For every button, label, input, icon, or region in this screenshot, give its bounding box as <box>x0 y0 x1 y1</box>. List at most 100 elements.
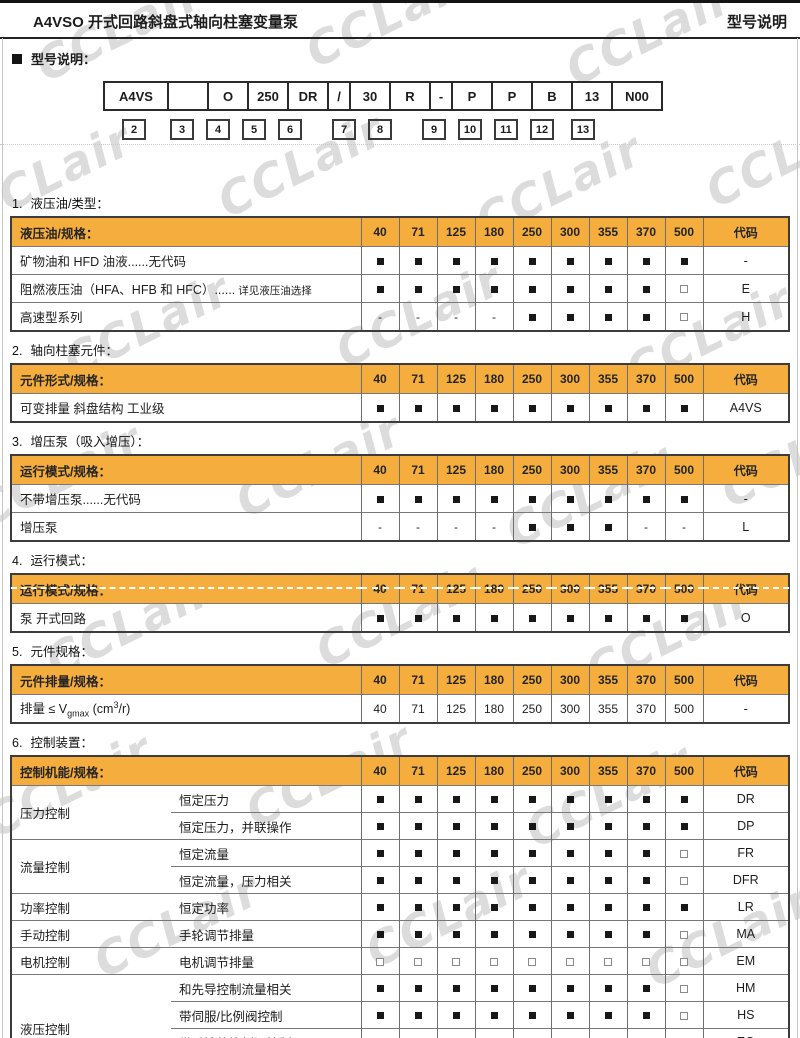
availability-cell <box>550 785 590 813</box>
section-heading: 4. 运行模式： <box>12 550 800 569</box>
code-column-header: 代码 <box>702 364 789 394</box>
availability-cell <box>664 785 704 813</box>
size-column-header: 500 <box>664 455 703 485</box>
code-cell: EO <box>702 1028 790 1038</box>
filled-square-mark-icon <box>642 495 650 503</box>
availability-cell <box>474 947 514 975</box>
model-code-position-number: 7 <box>332 119 356 140</box>
availability-cell <box>436 603 475 632</box>
model-code-position-number: 5 <box>242 119 266 140</box>
model-code-number-slot <box>307 119 327 140</box>
availability-cell <box>664 302 703 331</box>
open-square-mark-icon <box>414 957 423 966</box>
filled-square-mark-icon <box>414 495 422 503</box>
availability-cell <box>360 893 400 921</box>
availability-cell <box>360 920 400 948</box>
section-heading: 6. 控制装置： <box>12 732 800 751</box>
page-left-edge-line <box>2 38 3 1038</box>
model-code-cell: DR <box>287 81 329 111</box>
availability-cell <box>626 1028 666 1038</box>
availability-cell <box>436 974 476 1002</box>
filled-square-mark-icon <box>642 904 650 912</box>
filled-square-mark-icon <box>414 404 422 412</box>
filled-square-mark-icon <box>414 931 422 939</box>
size-column-header: 71 <box>398 574 438 604</box>
open-square-mark-icon <box>642 957 651 966</box>
section-number: 1. <box>12 197 23 211</box>
code-cell: HS <box>702 1001 790 1029</box>
availability-cell: - <box>398 302 437 331</box>
code-cell: DFR <box>702 866 790 894</box>
availability-cell <box>664 866 704 894</box>
table-header-label: 运行模式/规格： <box>10 574 361 604</box>
availability-cell: 250 <box>512 694 551 723</box>
filled-square-mark-icon <box>490 285 498 293</box>
availability-cell <box>398 393 437 422</box>
control-function-label: 和先导控制流量相关 <box>171 974 362 1002</box>
availability-cell <box>664 1028 704 1038</box>
filled-square-mark-icon <box>604 404 612 412</box>
section-number: 4. <box>12 554 23 568</box>
code-cell: L <box>702 512 789 541</box>
filled-square-mark-icon <box>528 523 536 531</box>
size-column-header: 71 <box>398 217 437 247</box>
size-column-header: 500 <box>664 665 703 695</box>
code-column-header: 代码 <box>702 574 790 604</box>
availability-cell <box>664 246 703 275</box>
filled-square-mark-icon <box>642 796 650 804</box>
availability-cell <box>588 785 628 813</box>
control-function-label: 恒定流量 <box>171 839 362 867</box>
filled-square-mark-icon <box>376 985 384 993</box>
filled-square-mark-icon <box>642 985 650 993</box>
open-square-mark-icon <box>604 957 613 966</box>
table-header-row: 运行模式/规格： 40 71 125 180 250 300 355 370 500 代码 <box>11 455 789 485</box>
header-rule <box>0 37 800 39</box>
filled-square-mark-icon <box>604 823 612 831</box>
availability-cell <box>398 1001 438 1029</box>
code-cell: O <box>702 603 789 632</box>
availability-cell <box>626 603 665 632</box>
model-code-number-slot: 12 <box>523 119 561 140</box>
table-header-row: 控制机能/规格： 40 71 125 180 250 300 355 370 500 代码 <box>11 756 790 786</box>
filled-square-mark-icon <box>452 796 460 804</box>
availability-cell <box>588 603 627 632</box>
size-column-header: 355 <box>588 364 627 394</box>
availability-cell <box>436 920 476 948</box>
availability-cell <box>664 839 704 867</box>
size-column-header: 180 <box>474 217 513 247</box>
open-square-mark-icon <box>680 957 689 966</box>
availability-cell <box>474 246 513 275</box>
filled-square-mark-icon <box>528 796 536 804</box>
control-category-label: 压力控制 <box>11 785 171 840</box>
filled-square-mark-icon <box>642 614 650 622</box>
filled-square-mark-icon <box>566 850 574 858</box>
table-row: 高速型系列 - - - - H <box>11 302 789 331</box>
availability-cell <box>436 812 476 840</box>
size-column-header: 125 <box>436 364 475 394</box>
filled-square-mark-icon <box>452 404 460 412</box>
filled-square-mark-icon <box>528 823 536 831</box>
availability-cell <box>360 785 400 813</box>
availability-cell <box>398 274 437 303</box>
filled-square-mark-icon <box>642 257 650 265</box>
filled-square-mark-icon <box>642 823 650 831</box>
table-row: 不带增压泵......无代码 - <box>11 484 789 513</box>
filled-square-mark-icon <box>452 904 460 912</box>
code-cell: DR <box>702 785 790 813</box>
model-code-heading: 型号说明： <box>12 49 800 68</box>
filled-square-mark-icon <box>452 985 460 993</box>
filled-square-mark-icon <box>490 1012 498 1020</box>
size-column-header: 71 <box>398 364 437 394</box>
filled-square-mark-icon <box>414 985 422 993</box>
model-code-cell: - <box>429 81 453 111</box>
open-square-mark-icon <box>680 930 689 939</box>
table-row: 带伺服/比例阀控制 HS <box>11 1001 790 1029</box>
availability-cell <box>664 920 704 948</box>
availability-cell <box>398 603 437 632</box>
filled-square-mark-icon <box>528 985 536 993</box>
table-row: 泵 开式回路 O <box>11 603 789 632</box>
availability-cell <box>588 920 628 948</box>
availability-cell <box>588 1001 628 1029</box>
availability-cell: - <box>664 512 703 541</box>
